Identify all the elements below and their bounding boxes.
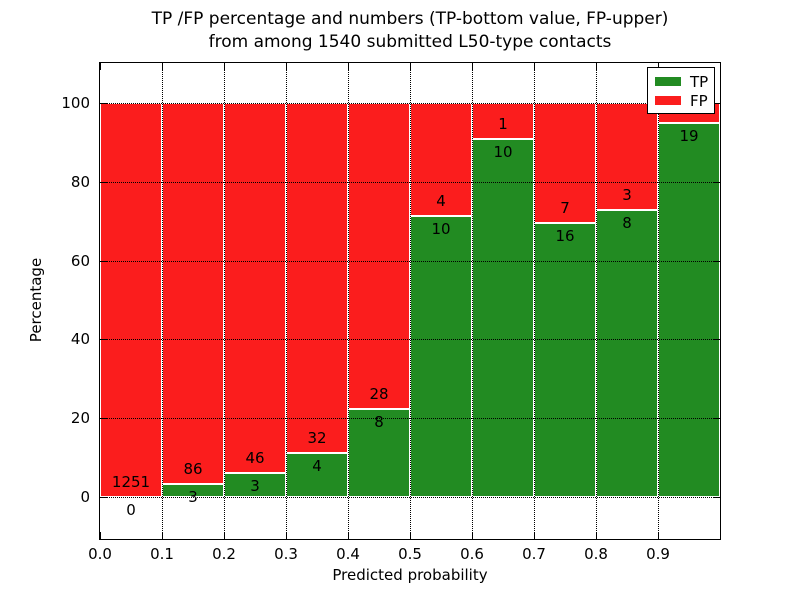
tp-legend-label: TP	[690, 72, 709, 91]
tp-bar-segment	[472, 138, 534, 497]
fp-bar-segment	[534, 103, 596, 223]
fp-legend-swatch-icon	[655, 96, 681, 105]
tp-bar-segment	[658, 122, 720, 497]
vertical-gridline	[596, 63, 597, 539]
tp-count-label: 10	[431, 219, 451, 238]
tp-count-label: 3	[188, 487, 198, 506]
x-tick-label: 0.0	[88, 545, 112, 563]
vertical-gridline	[534, 63, 535, 539]
fp-count-label: 28	[369, 385, 389, 404]
y-tick-label: 60	[70, 251, 90, 270]
fp-count-label: 4	[436, 191, 446, 210]
chart-title: TP /FP percentage and numbers (TP-bottom…	[100, 8, 720, 54]
fp-count-label: 46	[245, 448, 265, 467]
tp-bar-segment	[534, 222, 596, 497]
y-tick-label: 100	[61, 94, 90, 112]
tp-count-label: 10	[493, 142, 513, 161]
tp-count-label: 4	[312, 457, 322, 476]
fp-count-label: 32	[307, 429, 327, 448]
vertical-gridline	[472, 63, 473, 539]
fp-count-label: 3	[622, 186, 632, 205]
fp-count-label: 7	[560, 198, 570, 217]
y-axis-label: Percentage	[27, 257, 45, 343]
y-tick-label: 20	[70, 409, 90, 428]
chart-title-line2: from among 1540 submitted L50-type conta…	[208, 32, 612, 52]
fp-bar-segment	[162, 103, 224, 484]
plot-area: 1251 0 86 3 46 3 32 4 28 8 4 10 1 10 7 16 3 8 19	[99, 62, 721, 540]
tp-count-label: 8	[374, 413, 384, 432]
vertical-gridline	[410, 63, 411, 539]
x-tick-label: 0.4	[336, 545, 360, 563]
x-tick-label: 0.5	[398, 545, 422, 563]
x-tick-label: 0.3	[274, 545, 298, 563]
x-tick-label: 0.6	[460, 545, 484, 563]
fp-bar-segment	[286, 103, 348, 454]
tp-count-label: 16	[555, 226, 575, 245]
legend-item-fp: FP	[655, 91, 714, 110]
vertical-gridline	[162, 63, 163, 539]
tp-legend-swatch-icon	[655, 77, 681, 86]
tp-count-label: 8	[622, 214, 632, 233]
y-tick-label: 40	[70, 330, 90, 349]
x-tick-label: 0.1	[150, 545, 174, 563]
legend-item-tp: TP	[655, 72, 714, 91]
x-tick-mark	[720, 532, 721, 539]
fp-count-label: 86	[183, 459, 203, 478]
chart-title-line1: TP /FP percentage and numbers (TP-bottom…	[151, 9, 669, 29]
fp-bar-segment	[100, 103, 162, 497]
vertical-gridline	[286, 63, 287, 539]
fp-bar-segment	[348, 103, 410, 410]
tp-count-label: 3	[250, 476, 260, 495]
fp-legend-label: FP	[690, 91, 708, 110]
y-tick-label: 80	[70, 172, 90, 191]
tp-bar-segment	[286, 453, 348, 497]
y-tick-label: 0	[80, 488, 90, 506]
legend: TP FP	[647, 67, 715, 114]
x-axis-label: Predicted probability	[332, 566, 488, 584]
x-tick-label: 0.9	[646, 545, 670, 563]
x-tick-label: 0.7	[522, 545, 546, 563]
fp-count-label: 1251	[111, 473, 151, 491]
vertical-gridline	[224, 63, 225, 539]
tp-bar-segment	[596, 210, 658, 497]
x-tick-mark	[720, 63, 721, 70]
fp-bar-segment	[224, 103, 286, 473]
fp-count-label: 1	[498, 114, 508, 133]
tp-count-label: 0	[126, 501, 136, 519]
tp-bar-segment	[224, 472, 286, 497]
vertical-gridline	[348, 63, 349, 539]
x-tick-label: 0.8	[584, 545, 608, 563]
tp-count-label: 19	[679, 126, 699, 145]
tp-bar-segment	[410, 215, 472, 497]
vertical-gridline	[658, 63, 659, 539]
x-tick-label: 0.2	[212, 545, 236, 563]
